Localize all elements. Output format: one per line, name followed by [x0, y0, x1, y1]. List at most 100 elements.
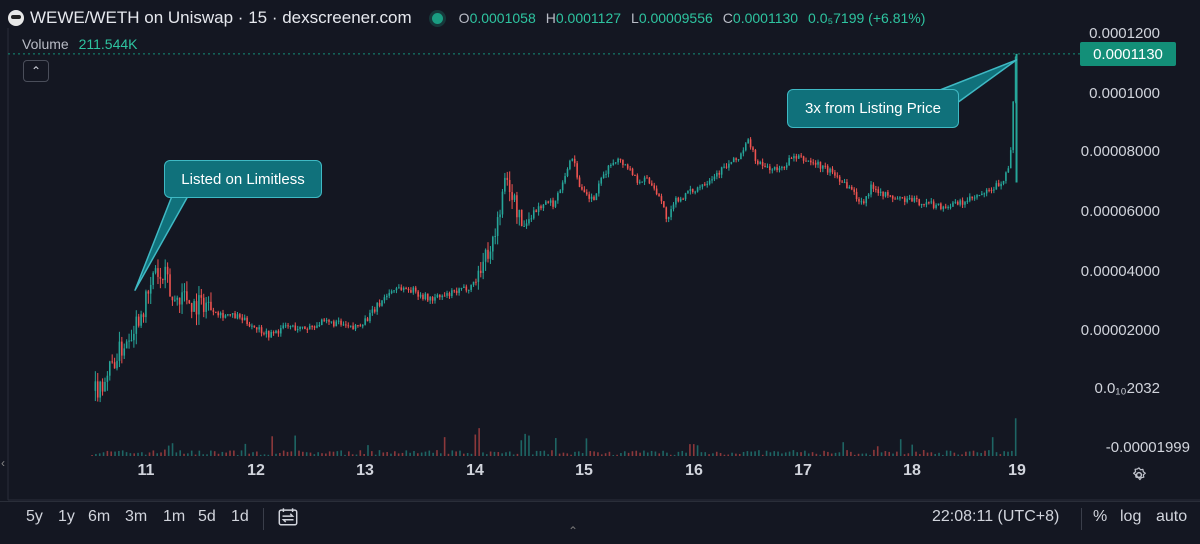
candle-body	[277, 330, 280, 334]
volume-bar	[543, 450, 546, 456]
candle-body	[684, 193, 687, 200]
timeframe-6m-button[interactable]: 6m	[88, 508, 111, 525]
volume-bar	[121, 450, 124, 456]
settings-gear-icon[interactable]	[1130, 466, 1148, 484]
volume-bar	[271, 436, 273, 456]
timeframe-1d-button[interactable]: 1d	[231, 508, 249, 525]
volume-bar	[727, 454, 730, 456]
toolbar-divider	[1081, 508, 1082, 530]
volume-bar	[351, 454, 354, 456]
candle-body	[805, 160, 807, 162]
candle-body	[494, 236, 497, 238]
timeframe-5y-button[interactable]: 5y	[26, 508, 43, 525]
volume-bar	[991, 437, 994, 456]
candle-body	[843, 182, 846, 184]
candle-body	[467, 289, 470, 291]
candle-body	[590, 196, 593, 199]
candle-body	[181, 292, 183, 305]
volume-bar	[765, 450, 768, 456]
volume-bar	[708, 454, 710, 456]
candle-body	[903, 197, 906, 202]
candle-body	[448, 293, 451, 296]
expand-panel-icon[interactable]: ⌃	[568, 524, 579, 538]
volume-bar	[355, 454, 358, 456]
volume-bar	[256, 451, 258, 456]
candle-body	[800, 155, 802, 157]
candle-body	[949, 206, 952, 208]
auto-scale-toggle[interactable]: auto	[1156, 508, 1188, 525]
volume-bar	[597, 452, 599, 456]
volume-bar	[942, 454, 944, 456]
date-range-icon[interactable]	[277, 506, 299, 528]
volume-bar	[677, 451, 680, 456]
volume-bar	[520, 440, 523, 456]
volume-bar	[309, 452, 312, 456]
candle-body	[747, 139, 749, 144]
clock-timezone[interactable]: 22:08:11 (UTC+8)	[932, 508, 1060, 525]
scroll-left-icon[interactable]: ‹	[1, 456, 5, 470]
timeframe-5d-button[interactable]: 5d	[198, 508, 216, 525]
volume-bar	[623, 451, 626, 456]
candle-body	[961, 200, 964, 205]
candle-body	[737, 159, 740, 161]
volume-bar	[926, 452, 929, 456]
collapse-legend-button[interactable]: ⌃	[23, 60, 49, 82]
candle-body	[891, 195, 894, 199]
volume-bar	[896, 451, 898, 456]
candle-body	[412, 287, 415, 293]
candle-body	[687, 191, 689, 194]
percent-scale-toggle[interactable]: %	[1093, 508, 1108, 525]
candle-body	[528, 219, 530, 224]
volume-bar	[616, 454, 618, 456]
volume-bar	[796, 452, 799, 456]
volume-bar	[570, 454, 572, 456]
candle-body	[834, 172, 836, 176]
candle-body	[882, 191, 884, 197]
candle-body	[407, 288, 410, 291]
volume-bar	[911, 444, 914, 456]
candle-body	[504, 177, 506, 192]
volume-bar	[930, 452, 933, 456]
timeframe-1m-button[interactable]: 1m	[163, 508, 186, 525]
candle-body	[559, 190, 562, 194]
volume-bar	[627, 452, 630, 456]
candle-body	[694, 191, 696, 193]
volume-bar	[834, 452, 837, 456]
volume-bar	[179, 450, 181, 456]
candle-body	[398, 287, 400, 289]
candle-body	[718, 172, 721, 175]
candle-body	[320, 319, 323, 326]
candle-body	[814, 162, 817, 165]
candle-body	[622, 159, 624, 165]
log-scale-toggle[interactable]: log	[1120, 508, 1142, 525]
candle-body	[619, 158, 622, 160]
candle-body	[195, 301, 198, 315]
candle-body	[696, 187, 699, 192]
candle-body	[395, 288, 398, 291]
candle-body	[455, 290, 458, 293]
candle-body	[764, 165, 766, 167]
volume-bar	[489, 451, 492, 456]
candle-body	[976, 195, 978, 198]
candle-body	[817, 161, 819, 165]
candle-body	[896, 198, 899, 200]
candle-body	[879, 191, 882, 194]
x-tick-label: 15	[575, 462, 593, 479]
candle-body	[149, 284, 152, 294]
volume-bar	[850, 451, 852, 456]
volume-bar	[654, 451, 657, 456]
volume-bar	[160, 452, 162, 456]
volume-bar	[133, 453, 136, 456]
timeframe-1y-button[interactable]: 1y	[58, 508, 75, 525]
volume-bar	[95, 453, 97, 456]
candle-body	[901, 197, 904, 199]
volume-bar	[336, 451, 339, 456]
volume-bar	[302, 451, 304, 456]
timeframe-3m-button[interactable]: 3m	[125, 508, 148, 525]
volume-bar	[581, 453, 584, 456]
volume-bar	[819, 454, 822, 456]
candle-body	[439, 294, 441, 298]
candle-body	[810, 160, 812, 163]
candle-body	[863, 201, 865, 204]
